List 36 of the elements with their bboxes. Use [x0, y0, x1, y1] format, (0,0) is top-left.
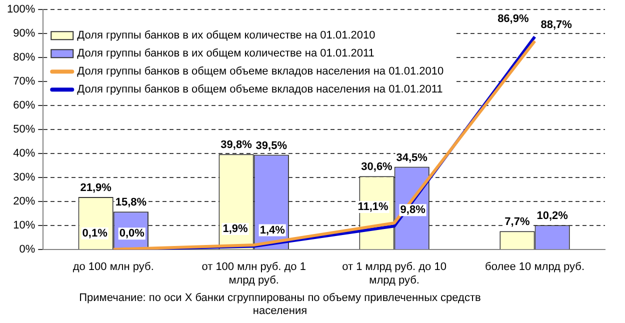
data-label: 88,7%: [540, 18, 572, 31]
x-tick-label: до 100 млн руб.: [72, 261, 154, 274]
data-label: 39,8%: [220, 139, 252, 152]
legend-label: Доля группы банков в их общем количестве на 01.01.2011: [77, 48, 374, 60]
data-label: 1,4%: [260, 224, 286, 236]
y-tick-label: 0%: [19, 244, 36, 256]
y-tick-label: 70%: [13, 76, 36, 88]
x-tick-label: от 100 млн руб. до 1 млрд руб.: [202, 261, 306, 286]
data-label: 21,9%: [80, 182, 112, 194]
y-tick-label: 100%: [6, 4, 36, 16]
y-tick-label: 90%: [13, 28, 36, 40]
data-label: 0,0%: [119, 228, 145, 240]
legend-label: Доля группы банков в их общем количестве на 01.01.2010: [77, 30, 376, 42]
x-tick-label: от 1 млрд руб. до 10 млрд руб.: [342, 261, 446, 286]
data-label: 1,9%: [222, 223, 248, 236]
data-label: 11,1%: [358, 200, 389, 213]
legend-label: Доля группы банков в общем объеме вкладов населения на 01.01.2011: [77, 84, 443, 96]
data-label: 0,1%: [82, 227, 108, 240]
data-label: 39,5%: [256, 140, 288, 152]
data-label: 7,7%: [504, 216, 530, 228]
data-label: 34,5%: [396, 152, 428, 164]
y-tick-label: 10%: [13, 220, 36, 232]
y-tick-label: 40%: [13, 148, 36, 160]
legend-label: Доля группы банков в общем объеме вкладов населения на 01.01.2010: [77, 66, 444, 78]
data-label: 15,8%: [115, 196, 147, 209]
text: Примечание: по оси X банки сгруппированы по объему привлеченных средств населения: [78, 292, 482, 318]
y-tick-label: 30%: [13, 172, 36, 184]
x-tick-label: более 10 млрд руб.: [485, 261, 585, 274]
data-label: 10,2%: [536, 210, 568, 222]
y-tick-label: 50%: [13, 124, 36, 136]
y-tick-label: 60%: [13, 100, 36, 112]
data-label: 30,6%: [361, 161, 393, 174]
y-tick-label: 20%: [13, 196, 36, 208]
y-tick-label: 80%: [13, 52, 36, 64]
data-label: 9,8%: [400, 204, 426, 216]
data-label: 86,9%: [498, 13, 529, 26]
